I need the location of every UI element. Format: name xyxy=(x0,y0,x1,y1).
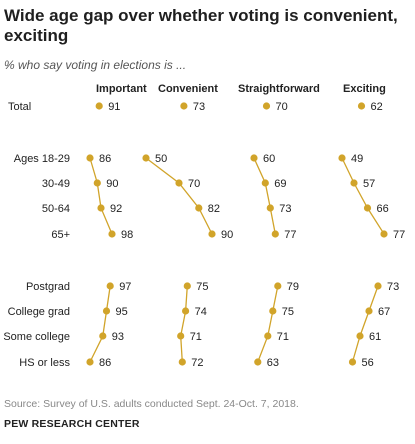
data-label-education-3-3: 56 xyxy=(362,357,374,369)
data-label-education-0-1: 95 xyxy=(116,306,128,318)
data-dot-age-0-0 xyxy=(86,154,94,162)
data-dot-education-0-2 xyxy=(99,332,107,340)
data-label-education-3-0: 73 xyxy=(387,281,399,293)
data-label-education-0-2: 93 xyxy=(112,331,124,343)
data-dot-education-3-1 xyxy=(365,307,373,315)
column-header-straightforward: Straightforward xyxy=(238,83,320,95)
data-label-education-2-0: 79 xyxy=(287,281,299,293)
data-dot-age-1-3 xyxy=(208,230,216,238)
data-dot-age-0-2 xyxy=(97,204,105,212)
data-label-age-1-2: 82 xyxy=(208,203,220,215)
series-line-age-straightforward xyxy=(253,157,276,235)
data-label-total-0-0: 91 xyxy=(108,101,120,113)
data-dot-age-2-0 xyxy=(250,154,258,162)
data-label-education-0-0: 97 xyxy=(119,281,131,293)
data-label-age-2-2: 73 xyxy=(279,203,291,215)
data-dot-education-2-0 xyxy=(274,282,282,290)
data-dot-education-3-2 xyxy=(356,332,364,340)
data-dot-age-3-3 xyxy=(380,230,388,238)
data-label-age-1-0: 50 xyxy=(155,153,167,165)
data-label-education-3-1: 67 xyxy=(378,306,390,318)
data-label-education-0-3: 86 xyxy=(99,357,111,369)
data-label-education-2-3: 63 xyxy=(267,357,279,369)
data-label-education-1-3: 72 xyxy=(191,357,203,369)
data-label-total-2-0: 70 xyxy=(276,101,288,113)
data-label-age-3-3: 77 xyxy=(393,229,405,241)
data-dot-age-3-0 xyxy=(338,154,346,162)
data-dot-total-2-0 xyxy=(262,102,271,110)
data-label-education-1-2: 71 xyxy=(190,331,202,343)
data-label-age-2-3: 77 xyxy=(284,229,296,241)
data-dot-age-1-1 xyxy=(175,179,183,187)
data-dot-education-1-2 xyxy=(177,332,185,340)
data-dot-education-2-2 xyxy=(264,332,272,340)
row-label-postgrad: Postgrad xyxy=(26,281,70,293)
data-dot-education-1-1 xyxy=(182,307,190,315)
data-label-age-3-0: 49 xyxy=(351,153,363,165)
data-dot-education-2-3 xyxy=(254,358,262,366)
data-label-age-3-1: 57 xyxy=(363,178,375,190)
data-label-age-1-1: 70 xyxy=(188,178,200,190)
series-line-age-exciting xyxy=(341,157,385,235)
series-line-education-convenient xyxy=(180,285,188,363)
data-dot-age-0-3 xyxy=(108,230,116,238)
data-dot-total-3-0 xyxy=(357,102,366,110)
row-label-65-: 65+ xyxy=(51,229,70,241)
data-label-education-1-1: 74 xyxy=(195,306,207,318)
series-line-education-exciting xyxy=(351,285,379,363)
data-dot-education-0-0 xyxy=(106,282,114,290)
data-label-age-2-1: 69 xyxy=(274,178,286,190)
data-label-education-3-2: 61 xyxy=(369,331,381,343)
data-label-education-2-1: 75 xyxy=(282,306,294,318)
row-label-hs-or-less: HS or less xyxy=(19,357,70,369)
data-label-age-0-0: 86 xyxy=(99,153,111,165)
column-header-convenient: Convenient xyxy=(158,83,218,95)
row-label-total: Total xyxy=(8,101,31,113)
data-label-age-0-1: 90 xyxy=(106,178,118,190)
row-label-some-college: Some college xyxy=(3,331,70,343)
series-line-education-straightforward xyxy=(257,285,279,363)
column-header-important: Important xyxy=(96,83,147,95)
data-dot-age-1-2 xyxy=(195,204,203,212)
data-dot-education-1-0 xyxy=(183,282,191,290)
column-header-exciting: Exciting xyxy=(343,83,386,95)
chart-title: Wide age gap over whether voting is conv… xyxy=(4,6,398,45)
data-label-age-0-3: 98 xyxy=(121,229,133,241)
data-dot-age-2-1 xyxy=(261,179,269,187)
data-dot-education-1-3 xyxy=(178,358,186,366)
data-dot-total-0-0 xyxy=(95,102,103,110)
row-label-30-49: 30-49 xyxy=(42,178,70,190)
data-dot-education-2-1 xyxy=(269,307,277,315)
data-dot-age-2-3 xyxy=(271,230,279,238)
data-dot-education-0-1 xyxy=(102,307,111,315)
chart-subtitle: % who say voting in elections is ... xyxy=(4,58,187,72)
data-label-education-2-2: 71 xyxy=(277,331,289,343)
data-dot-total-1-0 xyxy=(180,102,188,110)
data-label-age-3-2: 66 xyxy=(377,203,389,215)
data-dot-age-1-0 xyxy=(142,154,150,162)
source-note: Source: Survey of U.S. adults conducted … xyxy=(4,398,299,410)
data-dot-age-0-1 xyxy=(93,179,101,187)
data-dot-education-0-3 xyxy=(86,358,94,366)
row-label-college-grad: College grad xyxy=(8,306,70,318)
data-dot-age-2-2 xyxy=(266,204,274,212)
series-line-education-important xyxy=(89,285,111,363)
data-dot-education-3-3 xyxy=(348,358,357,366)
row-label-50-64: 50-64 xyxy=(42,203,70,215)
series-line-age-convenient xyxy=(145,157,213,235)
data-label-age-1-3: 90 xyxy=(221,229,233,241)
series-line-age-important xyxy=(89,157,113,235)
data-dot-education-3-0 xyxy=(374,282,382,290)
data-label-age-2-0: 60 xyxy=(263,153,275,165)
data-label-total-1-0: 73 xyxy=(193,101,205,113)
data-dot-age-3-2 xyxy=(363,204,372,212)
brand-label: PEW RESEARCH CENTER xyxy=(4,418,140,430)
data-label-total-3-0: 62 xyxy=(371,101,383,113)
row-label-ages-18-29: Ages 18-29 xyxy=(14,153,70,165)
data-label-age-0-2: 92 xyxy=(110,203,122,215)
data-dot-age-3-1 xyxy=(350,179,358,187)
data-label-education-1-0: 75 xyxy=(196,281,208,293)
